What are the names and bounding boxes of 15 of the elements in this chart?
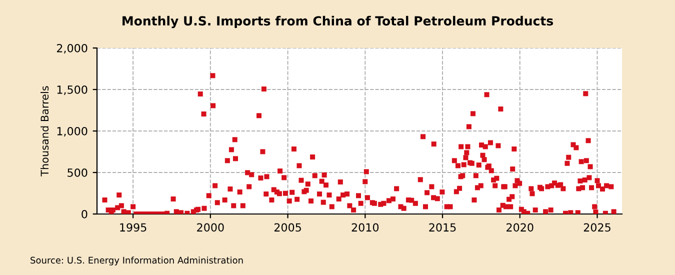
x-tick-label: 2010 bbox=[352, 223, 379, 232]
x-tick-label: 2015 bbox=[429, 223, 456, 232]
y-tick-label: 0 bbox=[82, 210, 88, 218]
x-tick-label: 2020 bbox=[506, 223, 534, 232]
x-tick-label: 2025 bbox=[584, 223, 610, 232]
x-tick-label: 2005 bbox=[274, 223, 301, 232]
x-tick-label: 1995 bbox=[120, 223, 146, 232]
y-tick-label: 1,500 bbox=[57, 85, 88, 96]
y-tick-label: 1,000 bbox=[57, 126, 88, 137]
source-note: Source: U.S. Energy Information Administration bbox=[30, 256, 243, 266]
y-tick-label: 500 bbox=[68, 168, 88, 177]
chart-title: Monthly U.S. Imports from China of Total Petroleum Products bbox=[122, 16, 554, 28]
y-tick-label: 2,000 bbox=[56, 44, 88, 54]
y-axis-title: Thousand Barrels bbox=[40, 86, 49, 176]
x-tick-label: 2000 bbox=[197, 223, 224, 232]
